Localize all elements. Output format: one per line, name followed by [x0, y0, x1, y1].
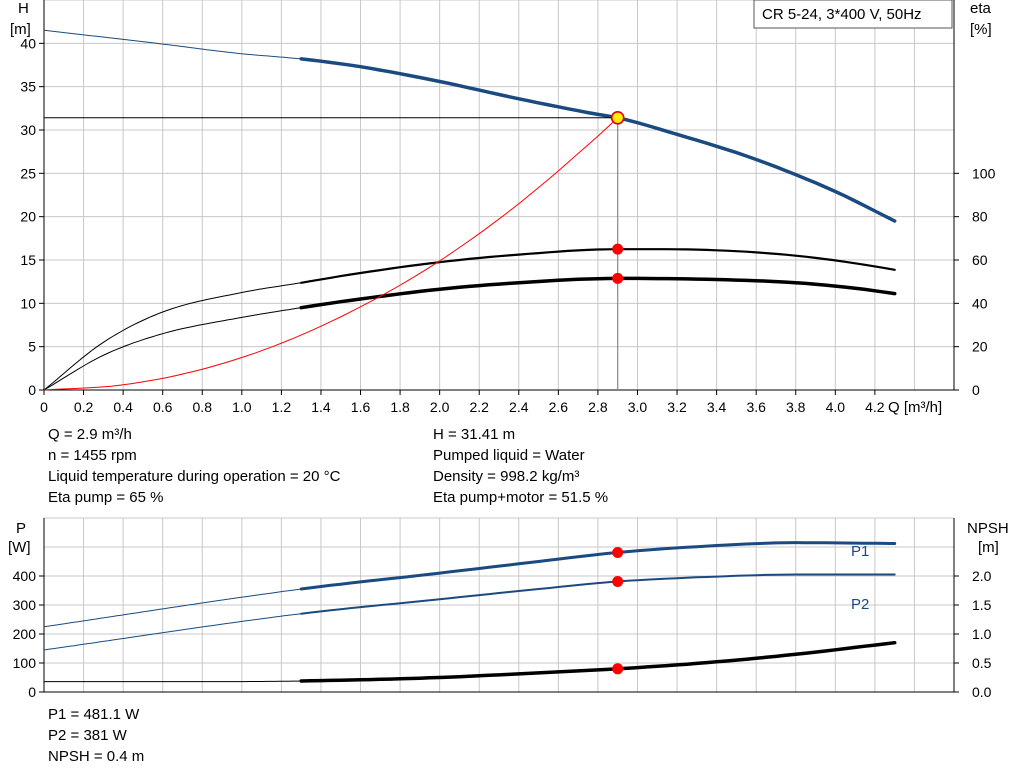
npsh-tick-label: 0.0 — [972, 684, 992, 700]
bottom-chart-curves — [43, 541, 897, 683]
bottom-p1-curve — [299, 541, 897, 591]
p-axis-label: P — [16, 520, 26, 537]
top-duty-marker — [612, 272, 624, 284]
bottom-chart-grid — [43, 517, 955, 693]
operating-point-marker — [610, 110, 625, 125]
p-tick-label: 400 — [13, 568, 37, 584]
info-liquid-temperature: Liquid temperature during operation = 20… — [48, 468, 341, 485]
info-p2: P2 = 381 W — [48, 727, 127, 744]
x-tick-label: 1.6 — [351, 399, 371, 415]
h-tick-label: 30 — [20, 122, 36, 138]
eta-tick-label: 100 — [972, 165, 996, 181]
npsh-tick-label: 1.5 — [972, 597, 992, 613]
eta-tick-label: 40 — [972, 295, 988, 311]
x-tick-label: 2.6 — [549, 399, 569, 415]
x-tick-label: 2.4 — [509, 399, 529, 415]
npsh-axis-unit: [m] — [978, 539, 999, 556]
h-tick-label: 5 — [28, 339, 36, 355]
x-tick-label: 0.8 — [193, 399, 213, 415]
x-tick-label: 3.4 — [707, 399, 727, 415]
chart-title-box — [753, 0, 953, 29]
top-h-curve — [299, 57, 897, 223]
h-axis-unit: [m] — [10, 21, 31, 38]
npsh-axis-label: NPSH — [967, 520, 1009, 537]
top-duty-marker — [612, 243, 624, 255]
bottom-npsh-curve — [299, 640, 897, 683]
bottom-duty-marker — [612, 663, 624, 675]
p-tick-label: 0 — [28, 684, 36, 700]
x-tick-label: 2.2 — [469, 399, 489, 415]
bottom-duty-marker — [612, 576, 624, 588]
x-tick-label: 0.6 — [153, 399, 173, 415]
x-tick-label: 0.4 — [113, 399, 133, 415]
p-tick-label: 200 — [13, 626, 37, 642]
x-tick-label: 4.0 — [826, 399, 846, 415]
eta-axis-label: eta — [970, 0, 992, 17]
info-eta-pump-motor: Eta pump+motor = 51.5 % — [433, 489, 609, 506]
h-tick-label: 40 — [20, 35, 36, 51]
npsh-tick-label: 1.0 — [972, 626, 992, 642]
info-npsh: NPSH = 0.4 m — [48, 748, 145, 765]
h-tick-label: 10 — [20, 295, 36, 311]
info-density: Density = 998.2 kg/m³ — [433, 468, 580, 485]
x-tick-label: 1.8 — [390, 399, 410, 415]
bottom-p2-curve-thin — [43, 613, 302, 651]
top-eta-pump-curve-thin — [43, 282, 302, 391]
info-flow: Q = 2.9 m³/h — [48, 426, 132, 443]
axis-tick-labels: 0 0.2 0.4 0.6 0.8 1.0 1.2 1.4 1.6 1.8 2.0 2.2 2.4 2.6… — [13, 35, 996, 700]
info-block-top-right: H = 31.41 m Pumped liquid = Water Densit… — [433, 424, 608, 508]
x-tick-label: 3.2 — [667, 399, 687, 415]
top-h-curve-thin — [43, 29, 302, 60]
top-system-curve-thin — [43, 117, 619, 391]
p1-curve-label: P1 — [851, 543, 869, 560]
npsh-tick-label: 0.5 — [972, 655, 992, 671]
top-eta-pump-motor-curve — [299, 276, 897, 310]
h-tick-label: 0 — [28, 382, 36, 398]
x-tick-label: 0 — [40, 399, 48, 415]
npsh-tick-label: 2.0 — [972, 568, 992, 584]
eta-tick-label: 0 — [972, 382, 980, 398]
top-eta-pump-curve — [300, 248, 896, 284]
top-chart-grid — [43, 0, 955, 391]
h-tick-label: 15 — [20, 252, 36, 268]
p2-curve-label: P2 — [851, 596, 869, 613]
info-block-bottom: P1 = 481.1 W P2 = 381 W NPSH = 0.4 m — [48, 704, 144, 767]
bottom-p1-curve-thin — [43, 588, 302, 628]
eta-tick-label: 20 — [972, 339, 988, 355]
x-tick-label: 3.0 — [628, 399, 648, 415]
x-tick-label: 1.2 — [272, 399, 292, 415]
info-head: H = 31.41 m — [433, 426, 516, 443]
x-tick-label: 2.8 — [588, 399, 608, 415]
p-tick-label: 100 — [13, 655, 37, 671]
x-tick-label: 3.6 — [746, 399, 766, 415]
info-block-top-left: Q = 2.9 m³/h n = 1455 rpm Liquid tempera… — [48, 424, 340, 508]
chart-title: CR 5-24, 3*400 V, 50Hz — [762, 6, 922, 23]
x-tick-label: 1.4 — [311, 399, 331, 415]
info-eta-pump: Eta pump = 65 % — [48, 489, 164, 506]
top-eta-pump-motor-curve-thin — [43, 307, 302, 391]
info-p1: P1 = 481.1 W — [48, 706, 140, 723]
h-tick-label: 25 — [20, 165, 36, 181]
bottom-p2-curve — [300, 573, 896, 615]
x-tick-label: 1.0 — [232, 399, 252, 415]
eta-tick-label: 60 — [972, 252, 988, 268]
x-tick-label: 2.0 — [430, 399, 450, 415]
bottom-npsh-curve-thin — [44, 680, 302, 683]
p-axis-unit: [W] — [8, 539, 31, 556]
p-tick-label: 300 — [13, 597, 37, 613]
h-tick-label: 35 — [20, 79, 36, 95]
q-axis-label: Q [m³/h] — [888, 399, 942, 416]
x-tick-label: 4.2 — [865, 399, 885, 415]
eta-tick-label: 80 — [972, 209, 988, 225]
info-pumped-liquid: Pumped liquid = Water — [433, 447, 585, 464]
top-chart-curves — [43, 29, 897, 391]
x-tick-label: 0.2 — [74, 399, 94, 415]
h-axis-label: H — [18, 0, 29, 17]
bottom-duty-marker — [612, 546, 624, 558]
info-speed: n = 1455 rpm — [48, 447, 137, 464]
eta-axis-unit: [%] — [970, 21, 992, 38]
x-tick-label: 3.8 — [786, 399, 806, 415]
h-tick-label: 20 — [20, 209, 36, 225]
